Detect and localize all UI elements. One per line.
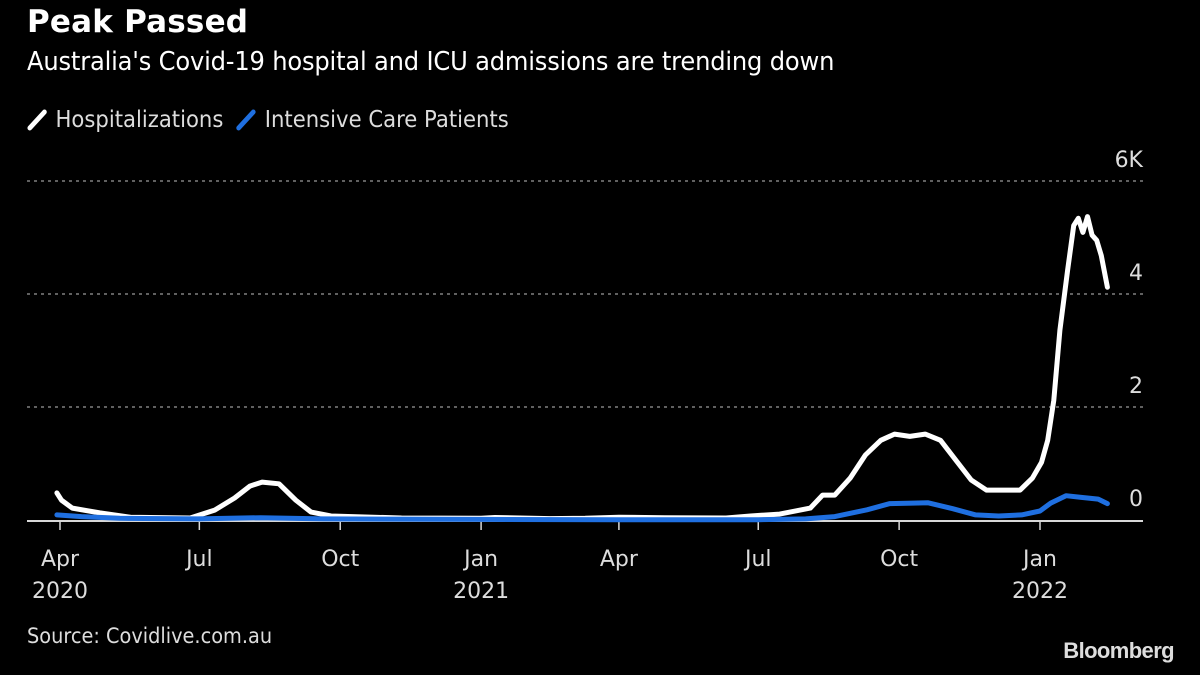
legend-swatch-hospitalizations xyxy=(27,109,47,131)
legend-swatch-icu xyxy=(236,109,257,131)
series-line-icu xyxy=(54,493,1110,523)
y-tick-label: 2 xyxy=(1129,374,1143,399)
y-tick-label: 4 xyxy=(1129,261,1143,286)
x-tick-label: Jul xyxy=(184,547,213,572)
source-note: Source: Covidlive.com.au xyxy=(27,624,273,648)
y-tick-label: 6K xyxy=(1115,148,1144,173)
x-tick-year-label: 2021 xyxy=(453,579,509,604)
x-tick-year-label: 2022 xyxy=(1012,579,1068,604)
x-tick-label: Jan xyxy=(1021,547,1057,572)
legend-item-icu: Intensive Care Patients xyxy=(236,107,509,133)
series-line-hospitalizations xyxy=(54,214,1110,522)
y-tick-label: 0 xyxy=(1129,487,1143,512)
legend-label-hospitalizations: Hospitalizations xyxy=(55,107,224,133)
x-tick-label: Oct xyxy=(321,547,359,572)
x-tick-label: Apr xyxy=(41,547,80,572)
x-tick-label: Oct xyxy=(880,547,918,572)
x-tick-label: Jan xyxy=(462,547,498,572)
chart-subtitle: Australia's Covid-19 hospital and ICU ad… xyxy=(27,47,835,77)
legend-label-icu: Intensive Care Patients xyxy=(264,107,509,133)
legend: Hospitalizations Intensive Care Patients xyxy=(27,107,522,133)
x-tick-label: Apr xyxy=(600,547,639,572)
x-tick-label: Jul xyxy=(743,547,772,572)
x-tick-year-label: 2020 xyxy=(32,579,88,604)
chart-title: Peak Passed xyxy=(27,4,249,40)
legend-item-hospitalizations: Hospitalizations xyxy=(27,107,223,133)
bloomberg-logo: Bloomberg xyxy=(1063,638,1174,663)
